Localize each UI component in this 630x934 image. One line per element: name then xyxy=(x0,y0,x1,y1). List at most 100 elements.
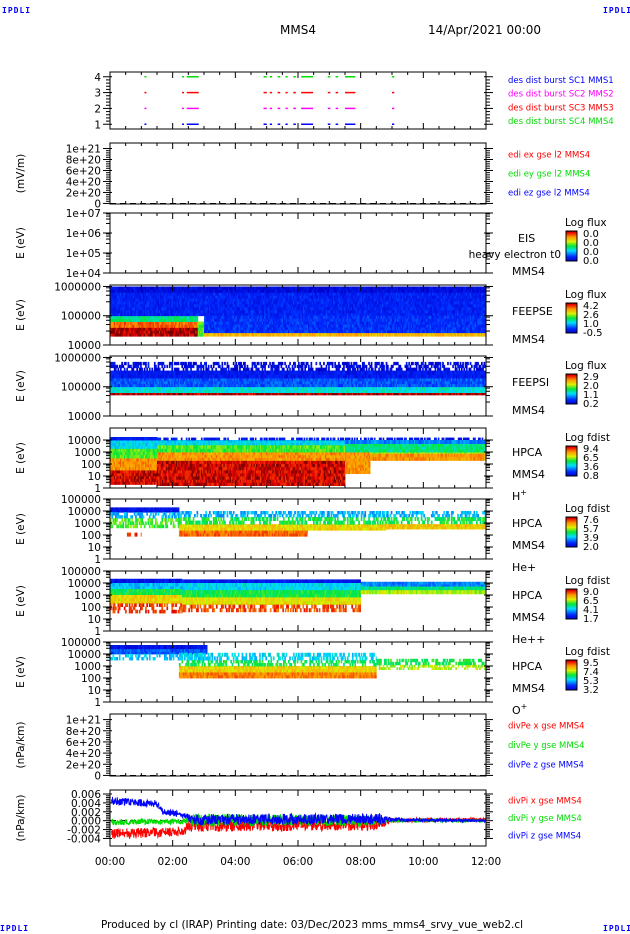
ipdli-tag-bottom-right[interactable]: IPDLI xyxy=(603,924,630,933)
spectrogram-cell xyxy=(152,315,155,319)
spectrogram-cell xyxy=(265,304,268,308)
spectrogram-cell xyxy=(117,330,120,334)
spectrogram-cell xyxy=(142,309,145,314)
spectrogram-cell xyxy=(151,315,154,319)
spectrogram-cell xyxy=(176,304,179,308)
spectrogram-cell xyxy=(162,309,165,314)
spectrogram-cell xyxy=(196,333,199,337)
spectrogram-cell xyxy=(261,295,264,299)
spectrogram-cell xyxy=(157,309,160,314)
spectrogram-cell xyxy=(229,307,231,311)
spectrogram-cell xyxy=(168,327,171,331)
colorbar-cell xyxy=(566,238,577,240)
spectrogram-cell xyxy=(209,309,211,314)
spectrogram-cell xyxy=(264,307,266,311)
spectrogram-cell xyxy=(133,315,136,319)
spectrogram-cell xyxy=(191,318,194,322)
spectrogram-cell xyxy=(231,312,234,317)
spectrogram-cell xyxy=(187,301,190,305)
spectrogram-cell xyxy=(175,301,177,305)
spectrogram-cell xyxy=(170,333,172,337)
spectrogram-cell xyxy=(195,318,197,322)
spectrogram-cell xyxy=(168,333,171,337)
spectrogram-cell xyxy=(177,321,180,325)
spectrogram-cell xyxy=(166,318,169,322)
spectrogram-cell xyxy=(187,292,190,296)
spectrogram-cell xyxy=(185,324,187,328)
spectrogram-cell xyxy=(246,295,249,299)
spectrogram-cell xyxy=(123,333,126,337)
spectrogram-cell xyxy=(161,309,164,314)
spectrogram-cell xyxy=(192,307,195,311)
spectrogram-cell xyxy=(177,292,180,296)
spectrogram-cell xyxy=(239,307,241,311)
panel-right-label: EIS xyxy=(518,232,535,245)
spectrogram-cell xyxy=(147,330,150,334)
spectrogram-cell xyxy=(116,312,118,317)
spectrogram-cell xyxy=(170,298,172,302)
spectrogram-cell xyxy=(136,304,138,308)
colorbar-cell xyxy=(566,241,577,243)
spectrogram-cell xyxy=(241,295,244,299)
ipdli-tag-top-right[interactable]: IPDLI xyxy=(603,6,630,15)
spectrogram-cell xyxy=(256,298,259,302)
spectrogram-cell xyxy=(171,312,174,317)
spectrogram-cell xyxy=(153,309,156,314)
spectrogram-cell xyxy=(235,312,237,317)
spectrogram-cell xyxy=(205,307,207,311)
spectrogram-cell xyxy=(113,307,116,311)
spectrogram-cell xyxy=(186,312,189,317)
spectrogram-cell xyxy=(143,327,146,331)
spectrogram-cell xyxy=(111,330,113,334)
spectrogram-cell xyxy=(165,327,167,331)
spectrogram-cell xyxy=(211,295,214,299)
spectrogram-cell xyxy=(115,301,117,305)
spectrogram-cell xyxy=(178,333,181,337)
spectrogram-cell xyxy=(192,312,195,317)
spectrogram-cell xyxy=(167,304,170,308)
spectrogram-cell xyxy=(216,309,219,314)
spectrogram-cell xyxy=(267,301,270,305)
spectrogram-cell xyxy=(140,327,142,331)
spectrogram-cell xyxy=(158,327,161,331)
spectrogram-cell xyxy=(153,324,156,328)
spectrogram-cell xyxy=(160,324,162,328)
spectrogram-cell xyxy=(158,315,161,319)
spectrogram-cell xyxy=(180,318,182,322)
spectrogram-cell xyxy=(118,312,121,317)
spectrogram-cell xyxy=(118,298,121,302)
spectrogram-cell xyxy=(265,307,268,311)
spectrogram-cell xyxy=(152,295,155,299)
spectrogram-cell xyxy=(190,324,192,328)
spectrogram-cell xyxy=(183,304,186,308)
spectrogram-cell xyxy=(239,298,241,302)
spectrogram-cell xyxy=(185,333,187,337)
spectrogram-cell xyxy=(176,324,179,328)
y-tick-label: 4e+20 xyxy=(66,176,101,188)
spectrogram-cell xyxy=(156,327,159,331)
spectrogram-cell xyxy=(196,307,199,311)
spectrogram-cell xyxy=(270,301,273,305)
spectrogram-cell xyxy=(157,312,160,317)
spectrogram-cell xyxy=(262,312,265,317)
spectrogram-cell xyxy=(194,324,196,328)
spectrogram-cell xyxy=(167,330,170,334)
spectrogram-cell xyxy=(163,298,166,302)
colorbar-cell xyxy=(566,246,577,248)
spectrogram-cell xyxy=(199,298,201,302)
ipdli-tag-top-left[interactable]: IPDLI xyxy=(2,6,32,15)
spectrogram-cell xyxy=(181,330,184,334)
spectrogram-cell xyxy=(210,304,212,308)
spectrogram-cell xyxy=(237,309,240,314)
y-axis-label: E (eV) xyxy=(15,227,27,259)
spectrogram-cell xyxy=(220,298,222,302)
spectrogram-cell xyxy=(163,333,166,337)
spectrogram-cell xyxy=(136,321,138,325)
ipdli-tag-bottom-left[interactable]: IPDLI xyxy=(0,924,30,933)
spectrogram-cell xyxy=(151,318,154,322)
spectrogram-cell xyxy=(197,292,200,296)
spacecraft-title: MMS4 xyxy=(280,23,316,37)
spectrogram-cell xyxy=(199,309,201,314)
